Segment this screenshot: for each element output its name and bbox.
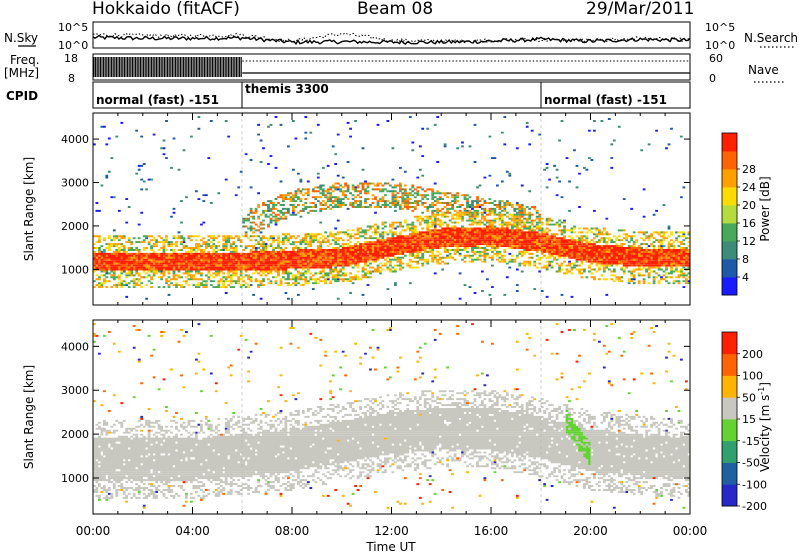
- power-colorbar-segment: [722, 277, 737, 296]
- power-colorbar-label: Power [dB]: [758, 176, 772, 241]
- nave-label: Nave: [748, 63, 779, 77]
- station-title: Hokkaido (fitACF): [92, 0, 240, 19]
- power-colorbar-segment: [722, 169, 737, 188]
- vel-colorbar-label-sup: -1: [757, 387, 766, 395]
- power-colorbar-tick-2: 12: [742, 235, 756, 248]
- time-tick-4: 16:00: [474, 524, 509, 538]
- vel-ytick-3: 4000: [61, 340, 89, 353]
- power-colorbar-segment: [722, 133, 737, 152]
- noise-right-label: N.Search: [744, 31, 798, 45]
- vel-colorbar-segment: [722, 440, 737, 463]
- noise-left-label: N.Sky: [4, 31, 38, 45]
- power-cells-level-7: [93, 182, 690, 271]
- noise-ytick-top: 10^5: [58, 21, 88, 34]
- freq-tick-bottom: 8: [68, 72, 75, 85]
- power-colorbar-segment: [722, 259, 737, 278]
- vel-ytick-2: 3000: [61, 384, 89, 397]
- cpid-panel: CPID normal (fast) -151 themis 3300 norm…: [6, 81, 691, 109]
- freq-unit: [MHz]: [4, 66, 39, 80]
- nave-tick-top: 60: [709, 52, 723, 65]
- vel-colorbar-tick-7: -200: [742, 500, 767, 513]
- vel-ylabel: Slant Range [km]: [22, 365, 36, 469]
- vel-colorbar-tick-6: -100: [742, 478, 767, 491]
- noise-rytick-top: 10^5: [705, 21, 735, 34]
- power-panel: 1000 2000 3000 4000 Slant Range [km] 4 8 12 16…: [22, 112, 772, 306]
- frequency-panel: Freq. [MHz] 18 8 60 0 Nave: [4, 52, 786, 85]
- power-colorbar-tick-3: 16: [742, 217, 756, 230]
- noise-panel: N.Sky 10^5 10^0 10^5 10^0 N.Search: [4, 21, 798, 52]
- time-tick-3: 12:00: [374, 524, 409, 538]
- power-colorbar-segment: [722, 187, 737, 206]
- vel-ytick-1: 2000: [61, 428, 89, 441]
- svg-text:Velocity [m s-1]: Velocity [m s-1]: [757, 382, 772, 472]
- time-ut-label: Time UT: [365, 540, 416, 554]
- power-colorbar-tick-5: 24: [742, 181, 756, 194]
- beam-title: Beam 08: [357, 0, 433, 19]
- noise-series-n-search: [92, 32, 691, 44]
- velocity-panel: 1000 2000 3000 4000 00:00 04:00 08:00 12:00 16:…: [22, 319, 772, 554]
- cpid-segment-2: themis 3300: [245, 82, 329, 96]
- vel-ytick-0: 1000: [61, 472, 89, 485]
- cpid-label: CPID: [6, 89, 38, 103]
- nave-tick-bottom: 0: [709, 72, 716, 85]
- freq-label: Freq.: [10, 53, 40, 67]
- vel-colorbar-tick-3: 15: [742, 413, 756, 426]
- power-cells-level-6: [93, 182, 690, 289]
- power-ytick-0: 1000: [61, 263, 89, 276]
- power-colorbar-tick-6: 28: [742, 163, 756, 176]
- vel-colorbar-tick-5: -50: [742, 457, 760, 470]
- power-colorbar-tick-4: 20: [742, 199, 756, 212]
- power-colorbar-segment: [722, 241, 737, 260]
- noise-ytick-bottom: 10^0: [58, 39, 88, 52]
- vel-colorbar-segment: [722, 353, 737, 376]
- vel-colorbar-segment: [722, 419, 737, 442]
- vel-colorbar-label-end: ]: [758, 382, 772, 387]
- power-ytick-3: 4000: [61, 133, 89, 146]
- velocity-cells-level-3: [93, 325, 686, 509]
- power-ytick-1: 2000: [61, 220, 89, 233]
- vel-colorbar-label-group: Velocity [m s-1]: [757, 382, 772, 472]
- time-tick-6: 00:00: [673, 524, 708, 538]
- freq-tick-top: 18: [64, 52, 78, 65]
- frequency-series: [93, 57, 242, 77]
- power-colorbar-tick-1: 8: [742, 253, 749, 266]
- cpid-segment-1: normal (fast) -151: [96, 93, 219, 107]
- vel-colorbar-tick-2: 50: [742, 391, 756, 404]
- power-colorbar-tick-0: 4: [742, 271, 749, 284]
- power-ylabel: Slant Range [km]: [22, 157, 36, 261]
- time-tick-5: 20:00: [573, 524, 608, 538]
- power-colorbar-segment: [722, 205, 737, 224]
- power-colorbar-segment: [722, 223, 737, 242]
- vel-colorbar-segment: [722, 375, 737, 398]
- vel-colorbar-segment: [722, 332, 737, 355]
- vel-colorbar-segment: [722, 397, 737, 420]
- power-colorbar-segment: [722, 151, 737, 170]
- time-tick-2: 08:00: [275, 524, 310, 538]
- noise-rytick-bottom: 10^0: [705, 39, 735, 52]
- vel-colorbar-tick-0: 200: [742, 348, 763, 361]
- vel-colorbar-segment: [722, 484, 737, 507]
- vel-colorbar-tick-4: -15: [742, 435, 760, 448]
- cpid-segment-3: normal (fast) -151: [544, 93, 667, 107]
- vel-colorbar-tick-1: 100: [742, 370, 763, 383]
- power-ytick-2: 3000: [61, 177, 89, 190]
- time-tick-1: 04:00: [175, 524, 210, 538]
- power-cells-level-0: [93, 116, 690, 300]
- vel-colorbar-segment: [722, 462, 737, 485]
- date-title: 29/Mar/2011: [586, 0, 694, 19]
- time-tick-0: 00:00: [76, 524, 111, 538]
- vel-colorbar-label: Velocity [m s: [758, 395, 772, 472]
